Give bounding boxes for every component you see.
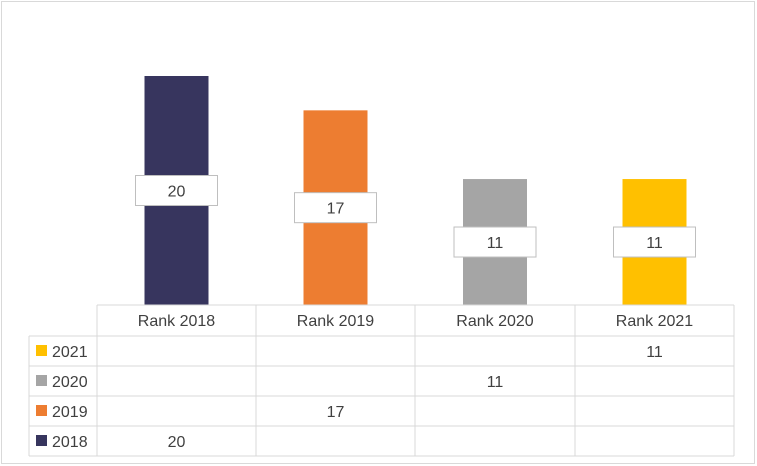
legend-label-2019: 2019 <box>52 404 88 421</box>
data-table: Rank 2018 Rank 2019 Rank 2020 Rank 2021 2021… <box>28 304 735 457</box>
legend-key-2019 <box>36 405 47 416</box>
table-cell-2021: 11 <box>646 344 663 361</box>
plot-area: 20 17 11 11 <box>135 76 696 305</box>
category-label: Rank 2019 <box>297 313 374 330</box>
category-label: Rank 2020 <box>456 313 533 330</box>
table-cell-2020: 11 <box>487 374 504 391</box>
legend-key-2018 <box>36 435 47 446</box>
table-cell-2019: 17 <box>327 404 345 421</box>
data-label-box-2020 <box>453 226 537 258</box>
data-label-box-2019 <box>294 192 377 224</box>
legend-label-2018: 2018 <box>52 434 88 451</box>
data-label-box-2021 <box>613 226 696 258</box>
data-label-2019: 17 <box>327 201 345 218</box>
data-label-box-2018 <box>135 175 218 206</box>
table-cell-2018: 20 <box>168 434 186 451</box>
legend-label-2020: 2020 <box>52 374 88 391</box>
legend-key-2020 <box>36 375 47 386</box>
data-label-2021: 11 <box>646 235 663 252</box>
category-label: Rank 2021 <box>616 313 693 330</box>
data-label-2018: 20 <box>168 184 186 201</box>
category-label: Rank 2018 <box>138 313 215 330</box>
legend-key-2021 <box>36 345 47 356</box>
legend-label-2021: 2021 <box>52 344 88 361</box>
data-label-2020: 11 <box>487 235 504 252</box>
